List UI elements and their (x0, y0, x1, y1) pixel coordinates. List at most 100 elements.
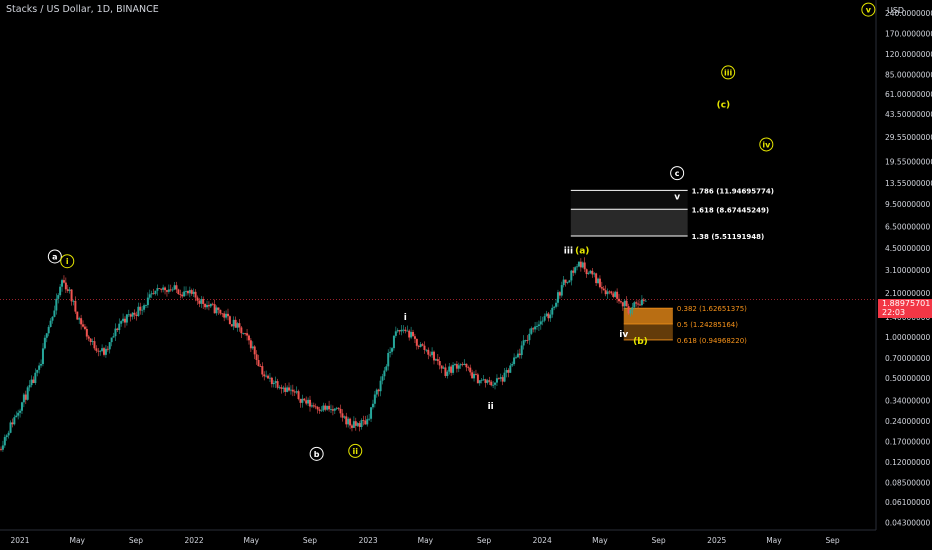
candle-body (217, 307, 220, 310)
candle-body (64, 282, 67, 290)
wave-label: iii (564, 247, 573, 257)
candle-body (139, 306, 142, 311)
wave-label: (a) (575, 247, 589, 257)
candle-body (190, 290, 193, 294)
candle-body (335, 407, 338, 409)
candle-body (234, 319, 237, 328)
y-tick-label: 0.34000000 (885, 397, 931, 406)
candle-body (337, 407, 340, 409)
candle-body (619, 301, 622, 303)
candle-body (221, 313, 224, 315)
fib-retracement-label: 0.382 (1.62651375) (677, 305, 747, 313)
candle-body (291, 389, 294, 392)
fib-retracement-zone (623, 324, 673, 340)
candle-body (560, 285, 563, 296)
candle-body (314, 406, 317, 408)
candle-body (91, 341, 94, 343)
candle-body (354, 421, 357, 426)
wave-label: c (675, 169, 680, 178)
candle-body (93, 341, 96, 349)
y-tick-label: 2.10000000 (885, 289, 931, 298)
candle-body (484, 379, 487, 383)
x-tick-label: Sep (303, 536, 317, 545)
candle-body (436, 359, 439, 362)
candle-body (585, 269, 588, 275)
candle-body (453, 364, 456, 365)
candle-body (513, 357, 516, 365)
candle-body (228, 316, 231, 325)
candle-body (70, 289, 73, 302)
candle-body (606, 291, 609, 295)
candle-body (618, 298, 621, 302)
candle-body (503, 372, 506, 382)
candle-body (587, 273, 590, 275)
candle-body (614, 291, 617, 297)
candle-body (499, 377, 502, 379)
candle-body (541, 320, 544, 322)
candle-body (608, 291, 611, 293)
candle-body (185, 290, 188, 292)
candle-body (616, 291, 619, 299)
candle-body (476, 374, 479, 384)
candle-body (368, 418, 371, 420)
candle-body (495, 378, 498, 383)
candle-body (535, 326, 538, 327)
candle-body (169, 289, 172, 291)
candle-body (43, 337, 46, 349)
candle-body (534, 326, 537, 330)
candle-body (0, 448, 2, 450)
candle-body (581, 262, 584, 268)
candle-body (194, 291, 197, 298)
candle-body (144, 305, 147, 306)
candle-body (307, 399, 310, 404)
fib-retracement-zone (623, 308, 673, 325)
last-price-value: 1.88975701 (882, 299, 931, 308)
candle-body (635, 302, 638, 304)
candle-body (593, 273, 596, 275)
x-tick-label: May (592, 536, 608, 545)
candle-body (257, 360, 260, 367)
candle-body (213, 304, 216, 314)
x-tick-label: May (766, 536, 782, 545)
candle-body (486, 380, 489, 383)
wave-label: iv (619, 330, 628, 340)
candle-body (175, 285, 178, 290)
candle-body (318, 409, 321, 411)
candle-body (305, 400, 308, 404)
candle-body (385, 366, 388, 371)
candle-body (40, 364, 43, 366)
candle-body (19, 410, 22, 413)
candle-body (47, 326, 50, 334)
candle-body (434, 359, 437, 361)
y-tick-label: 0.12000000 (885, 458, 931, 467)
currency-label[interactable]: USD (887, 6, 905, 15)
candle-body (530, 328, 533, 334)
y-tick-label: 4.50000000 (885, 244, 931, 253)
candle-body (572, 270, 575, 273)
chart-title: Stacks / US Dollar, 1D, BINANCE (6, 4, 159, 15)
candle-body (320, 410, 323, 412)
candle-body (36, 369, 39, 373)
candle-body (280, 387, 283, 389)
candle-body (341, 413, 344, 418)
candle-body (26, 387, 29, 400)
candle-body (148, 294, 151, 298)
candle-body (238, 323, 241, 328)
candle-body (410, 331, 413, 338)
candle-body (452, 364, 455, 373)
candle-body (108, 342, 111, 350)
candle-body (288, 387, 291, 391)
wave-label: b (314, 450, 320, 459)
wave-label-circle (348, 443, 363, 458)
candle-body (255, 354, 258, 361)
x-tick-label: 2021 (10, 536, 29, 545)
candle-body (417, 345, 420, 347)
candle-body (349, 418, 352, 426)
candle-body (34, 372, 37, 383)
fib-retracement-label: 0.5 (1.24285164) (677, 321, 738, 329)
candle-body (274, 381, 277, 383)
candle-body (312, 405, 315, 407)
candle-body (404, 329, 407, 332)
